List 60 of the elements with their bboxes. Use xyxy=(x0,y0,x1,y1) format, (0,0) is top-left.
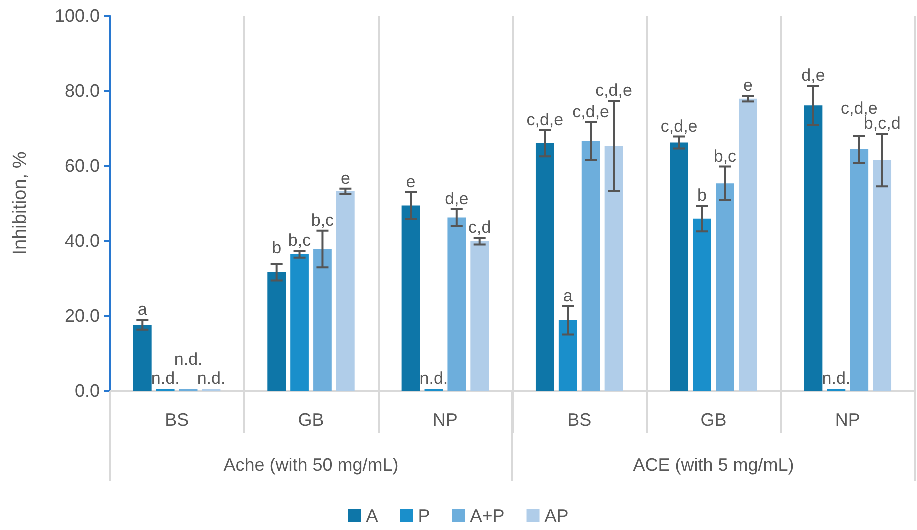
data-label: a xyxy=(138,300,148,320)
x-tick-label: BS xyxy=(568,410,592,430)
data-label: c,d,e xyxy=(572,102,610,122)
data-label: b xyxy=(698,186,708,206)
data-label: n.d. xyxy=(174,350,203,369)
bar xyxy=(268,272,286,391)
y-tick-label: 80.0 xyxy=(64,81,100,101)
data-label: b,c xyxy=(714,146,738,166)
y-tick-label: 60.0 xyxy=(64,156,100,176)
bar xyxy=(716,184,734,391)
bar xyxy=(290,254,309,391)
data-label: c,d,e xyxy=(660,116,698,136)
y-axis-title: Inhibition, % xyxy=(10,152,31,256)
bar xyxy=(470,241,490,391)
data-label: b,c xyxy=(311,210,335,230)
legend-label: P xyxy=(418,506,430,526)
data-label: e xyxy=(340,168,350,188)
x-tick-label: NP xyxy=(835,410,860,430)
bar xyxy=(314,249,332,391)
bar xyxy=(670,142,689,391)
bar xyxy=(604,146,624,391)
x-tick-label: GB xyxy=(700,410,727,430)
data-label: c,d,e xyxy=(596,81,632,100)
data-label: b xyxy=(272,238,282,258)
bar xyxy=(738,98,758,391)
y-tick-label: 40.0 xyxy=(64,231,100,251)
data-label: e xyxy=(743,76,753,96)
x-tick-label: GB xyxy=(298,410,324,430)
bar xyxy=(448,218,466,391)
y-tick-label: 100.0 xyxy=(54,6,100,26)
data-label: b,c xyxy=(288,231,312,250)
data-label: a xyxy=(563,286,574,306)
data-label: n.d. xyxy=(420,369,448,388)
legend-label: A xyxy=(366,506,378,526)
legend-label: AP xyxy=(544,506,569,526)
x-tick-label: BS xyxy=(165,410,190,430)
data-label: c,d,e xyxy=(526,110,564,130)
bar xyxy=(693,218,712,391)
bar xyxy=(850,150,869,391)
x-tick-label: NP xyxy=(432,410,458,430)
bar xyxy=(582,141,600,391)
bar xyxy=(536,144,554,391)
data-label: n.d. xyxy=(151,369,180,388)
text: Ache (with 50 mg/mL) xyxy=(224,455,399,475)
legend-label: A+P xyxy=(470,506,505,526)
bar xyxy=(873,160,892,391)
data-label: e xyxy=(406,172,416,192)
data-label: c,d xyxy=(468,218,492,237)
data-label: d,e xyxy=(802,66,826,86)
bar xyxy=(558,320,578,391)
y-tick-label: 20.0 xyxy=(64,306,100,326)
data-label: d,e xyxy=(445,190,469,208)
text: ACE (with 5 mg/mL) xyxy=(633,455,794,475)
bar xyxy=(402,206,420,391)
y-tick-label: 0.0 xyxy=(74,381,100,401)
data-label: n.d. xyxy=(822,369,851,388)
bar xyxy=(804,106,823,391)
bar xyxy=(336,192,355,391)
data-label: n.d. xyxy=(197,369,226,388)
bar xyxy=(133,325,152,391)
